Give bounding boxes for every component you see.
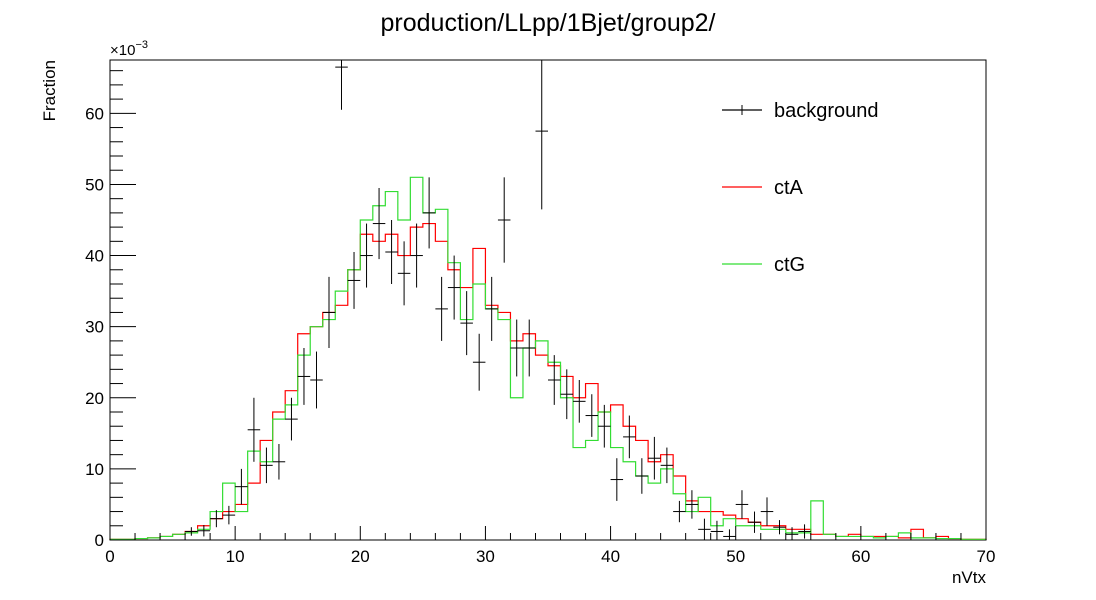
y-tick-label: 50 (85, 175, 104, 194)
y-axis-label: Fraction (40, 60, 59, 121)
y-tick-label: 0 (95, 531, 104, 550)
y-multiplier-base: ×10 (110, 42, 135, 59)
legend: background ctA ctG (722, 100, 879, 276)
x-tick-label: 50 (726, 547, 745, 566)
x-tick-label: 10 (226, 547, 245, 566)
chart-title: production/LLpp/1Bjet/group2/ (381, 9, 716, 37)
y-multiplier-exponent: −3 (135, 39, 148, 51)
y-tick-label: 20 (85, 389, 104, 408)
x-tick-label: 40 (601, 547, 620, 566)
legend-label-ctA: ctA (774, 177, 804, 199)
y-multiplier: ×10−3 (110, 39, 148, 59)
plot-frame (109, 59, 987, 541)
x-tick-label: 60 (851, 547, 870, 566)
x-tick-label: 0 (105, 547, 114, 566)
y-tick-label: 40 (85, 247, 104, 266)
axis-ticks: 0 10 20 30 40 50 60 70 0 10 20 30 40 50 60 (85, 70, 996, 566)
y-tick-label: 30 (85, 318, 104, 337)
y-tick-label: 10 (85, 460, 104, 479)
x-tick-label: 30 (476, 547, 495, 566)
y-tick-label: 60 (85, 104, 104, 123)
legend-label-ctG: ctG (774, 254, 805, 276)
series-layer (109, 60, 987, 540)
series-background-points (185, 60, 811, 540)
legend-label-background: background (774, 100, 879, 122)
x-axis-label: nVtx (952, 568, 987, 587)
x-tick-label: 70 (977, 547, 996, 566)
x-tick-label: 20 (351, 547, 370, 566)
